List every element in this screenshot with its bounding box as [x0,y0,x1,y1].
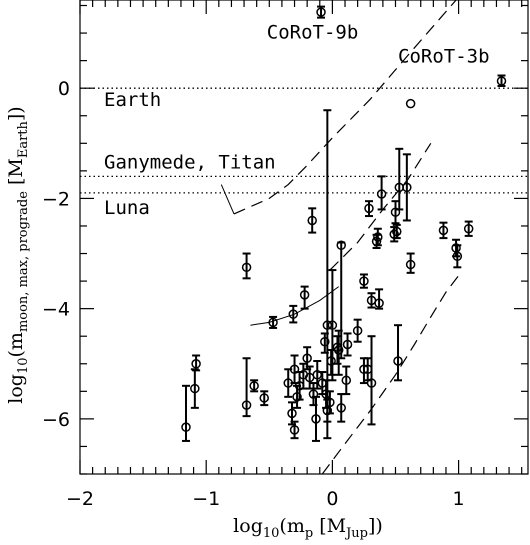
y-tick-label: 0 [58,78,70,100]
data-point [191,359,201,369]
data-point [190,383,200,394]
data-point [336,403,346,413]
data-point [325,397,335,408]
y-tick-label: −6 [42,409,70,431]
data-point [283,378,293,388]
data-point [389,229,399,239]
data-point [364,203,374,214]
data-point [359,276,369,286]
data-point [241,400,252,410]
y-axis-title: log10(mmoon, max, prograde [MEarth]) [5,106,31,403]
data-point [341,375,352,386]
data-point [287,408,297,419]
data-point [302,353,312,364]
solid-curve [250,286,339,326]
dashed-boundary-curve [321,275,460,474]
reference-line-label: Earth [104,89,161,111]
y-tick-label: −2 [42,188,70,210]
data-point [402,182,412,193]
x-tick-label: 0 [326,488,338,510]
data-point [288,309,299,319]
data-point [307,215,317,226]
data-point [463,223,474,234]
x-tick-label: 1 [453,488,465,510]
data-point [316,7,326,17]
plot-frame [79,0,529,475]
data-point [371,236,382,247]
data-point [327,320,338,330]
tick-labels: −2 −1 0 1 −6 −4 −2 0 [42,78,465,510]
x-axis-title: log10(mp [MJup]) [233,515,383,541]
x-tick-label: −1 [192,488,220,510]
tick-marks [79,0,528,475]
data-point [405,98,416,109]
data-point [496,76,507,86]
data-point [322,405,333,416]
dashed-boundary-curve [329,142,432,271]
y-tick-label: −4 [42,299,70,321]
data-point [311,414,321,424]
data-point [326,356,336,366]
data-point [320,336,330,347]
data-point [332,342,343,352]
data-point [452,251,463,262]
data-point [312,370,323,380]
data-point [405,259,416,270]
planet-annotation: CoRoT-9b [267,22,359,44]
data-point [268,317,278,328]
data-point [259,393,269,403]
data-point [181,422,191,432]
data-point [373,232,383,242]
solid-curve [220,184,235,215]
data-point [366,378,377,388]
dashed-boundary-curve [233,0,457,215]
data-point [336,240,346,251]
data-point [241,262,252,273]
data-point [342,339,353,350]
data-point [292,392,302,402]
reference-line-label: Luna [104,197,150,219]
data-point [249,381,259,391]
data-point [352,325,363,336]
planet-annotation: CoRoT-3b [398,45,490,67]
data-point [376,189,387,199]
data-point [393,356,403,366]
data-point [322,320,333,330]
data-point [299,290,310,300]
data-point [390,207,401,217]
plot-area: Earth Ganymede, Titan Luna CoRoT-9b CoRoT-3b [80,0,528,474]
data-point [374,298,384,308]
data-point [438,225,449,236]
reference-line-label: Ganymede, Titan [104,151,276,173]
data-point [308,389,319,399]
data-point [289,425,300,435]
x-tick-label: −2 [66,488,94,510]
